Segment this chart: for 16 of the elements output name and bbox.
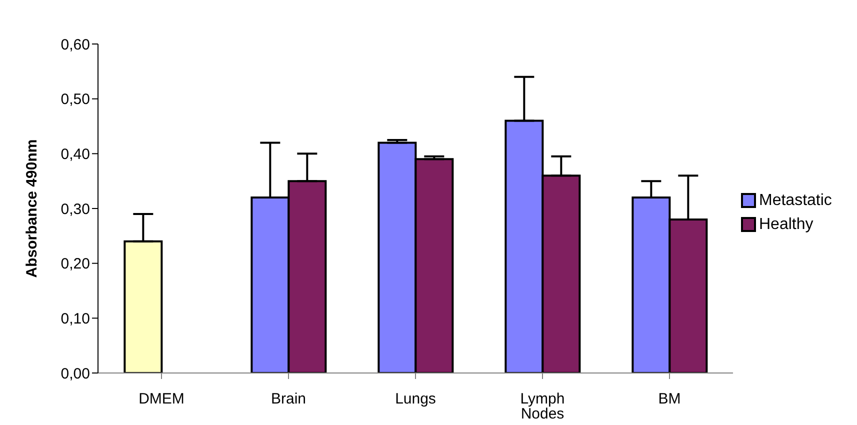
y-tick-label: 0,10 xyxy=(60,310,90,328)
y-tick-label: 0,40 xyxy=(60,146,90,163)
x-tick-label: DMEM xyxy=(138,390,184,408)
y-tick-label: 0,60 xyxy=(60,36,90,54)
y-tick-label: 0,20 xyxy=(60,256,90,273)
legend-label: Healthy xyxy=(759,216,814,234)
legend-label: Metastatic xyxy=(759,192,832,210)
bar xyxy=(124,240,163,373)
x-tick-label: Lymph Nodes xyxy=(520,390,565,423)
y-tick-label: 0,00 xyxy=(60,365,90,382)
y-tick-label: 0,50 xyxy=(60,91,90,108)
x-tick-label: BM xyxy=(658,390,681,408)
y-tick-label: 0,30 xyxy=(60,200,90,218)
x-tick-label: Brain xyxy=(270,390,306,408)
y-axis-title: Absorbance 490nm xyxy=(23,139,40,278)
x-tick-label: Lungs xyxy=(395,390,436,408)
